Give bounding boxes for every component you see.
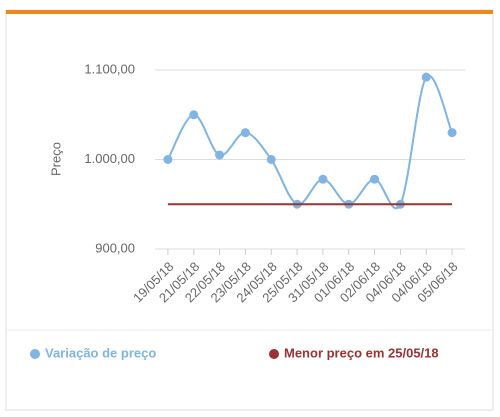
point	[318, 174, 328, 184]
legend-label: Variação de preço	[45, 345, 156, 360]
point	[240, 128, 250, 138]
point	[370, 174, 380, 184]
y-tick-label: 1.100,00	[84, 61, 135, 76]
y-tick-label: 1.000,00	[84, 151, 135, 166]
y-tick-label: 900,00	[95, 240, 135, 255]
legend-marker	[30, 349, 40, 359]
point	[189, 110, 199, 120]
point	[266, 155, 276, 164]
point	[421, 72, 431, 82]
y-axis-label: Preço	[48, 142, 63, 176]
legend-marker	[269, 349, 279, 359]
point	[163, 155, 173, 164]
point	[447, 128, 457, 138]
legend-label: Menor preço em 25/05/18	[284, 345, 439, 360]
top-bar	[6, 10, 493, 14]
panel	[5, 9, 494, 411]
point	[215, 150, 225, 160]
